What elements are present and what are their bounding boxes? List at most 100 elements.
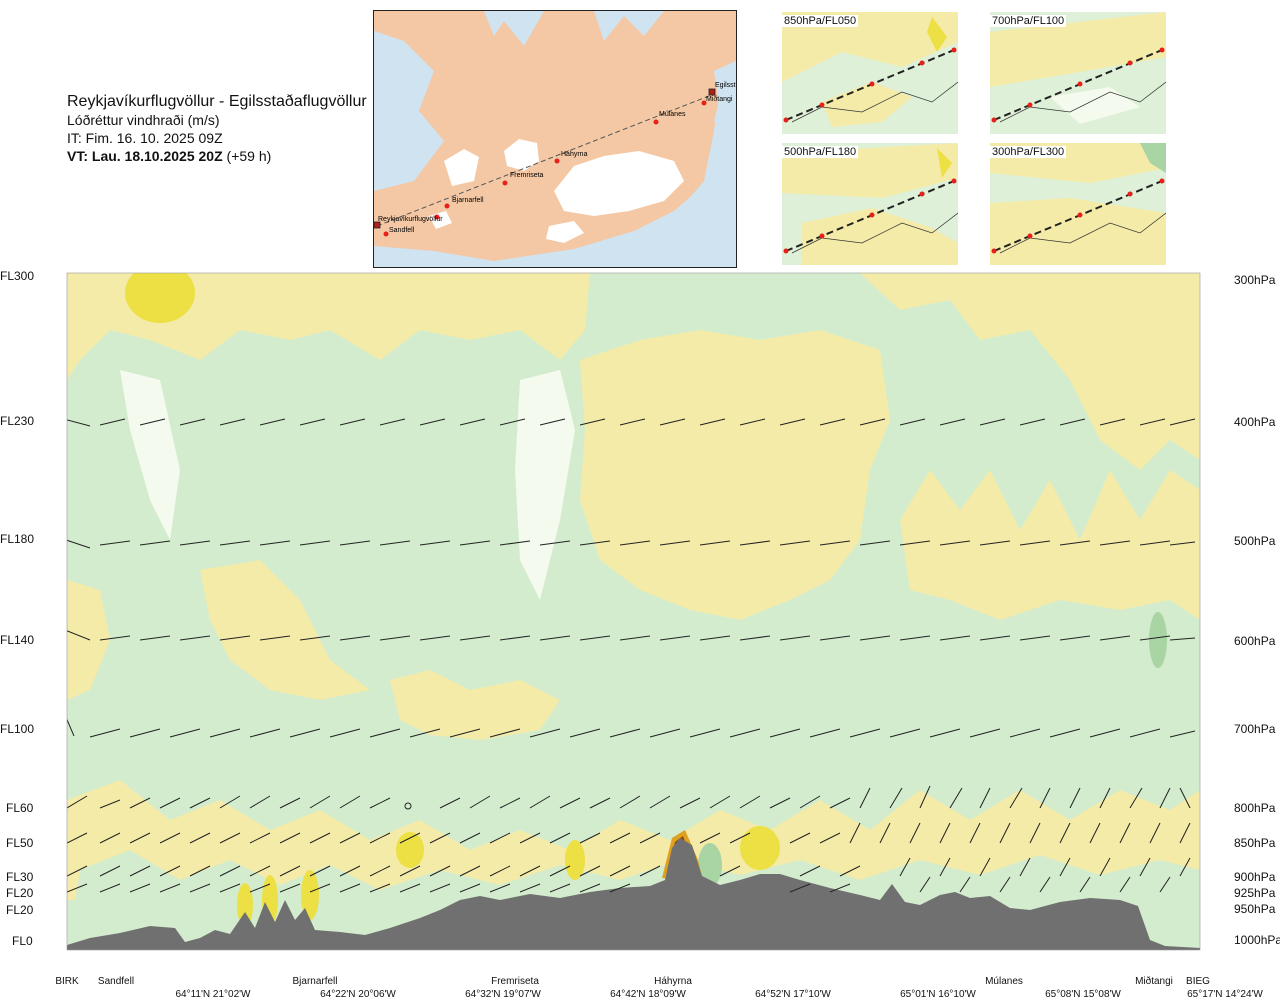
pressure-label-right: 300hPa — [1234, 273, 1276, 287]
map-waypoint-marker — [554, 158, 560, 164]
map-glacier-myrdalsjokull — [546, 221, 584, 243]
mini-map-850: 850hPa/FL050 — [782, 12, 958, 134]
map-label-reykjavik: Reykjavíkurflugvöllur — [378, 216, 443, 223]
pressure-label-right: 925hPa — [1234, 886, 1276, 900]
waypoint-label: BIRK — [55, 976, 79, 987]
coordinate-label: 65°01'N 16°10'W — [900, 989, 976, 1000]
pressure-label-right: 700hPa — [1234, 722, 1276, 736]
map-waypoint-marker — [444, 203, 450, 209]
map-label-midtangi: Miðtangi — [706, 95, 733, 103]
field-region — [67, 580, 110, 700]
field-strong-updraft — [125, 273, 195, 323]
waypoint-label: Háhyrna — [654, 976, 692, 987]
coordinate-label: 64°32'N 19°07'W — [465, 989, 541, 1000]
terrain-profile — [67, 838, 1200, 950]
valid-time: VT: Lau. 18.10.2025 20Z (+59 h) — [67, 147, 367, 165]
map-glacier-langjokull — [444, 149, 479, 186]
map-waypoint-marker — [701, 100, 707, 106]
mini-map-300-label: 300hPa/FL300 — [990, 146, 1067, 158]
wind-barbs — [60, 262, 1200, 893]
field-strong-updraft — [740, 826, 780, 870]
wind-barb-row — [67, 822, 1191, 844]
field-region — [120, 370, 180, 540]
map-west-bay — [374, 31, 444, 191]
mini-map-500: 500hPa/FL180 — [782, 143, 958, 265]
mini-map-850-label: 850hPa/FL050 — [782, 15, 859, 27]
field-strong-updraft — [565, 840, 585, 880]
field-region — [67, 273, 590, 380]
coordinate-label: 64°22'N 20°06'W — [320, 989, 396, 1000]
pressure-label-right: 900hPa — [1234, 870, 1276, 884]
waypoint-label: Fremriseta — [491, 976, 539, 987]
map-label-egilsstadir: Egilsstaðir — [715, 81, 736, 89]
mini-map-500-graphic — [782, 143, 958, 265]
valid-time-main: VT: Lau. 18.10.2025 20Z — [67, 148, 223, 164]
variable-label: Lóðréttur vindhraði (m/s) — [67, 112, 220, 128]
map-waypoint-marker — [383, 231, 389, 237]
map-endpoint-square — [708, 88, 716, 96]
level-label-left: FL0 — [12, 934, 33, 948]
waypoint-label: Múlanes — [985, 976, 1023, 987]
mini-map-850-graphic — [782, 12, 958, 134]
field-region — [900, 470, 1200, 620]
title-block: Reykjavíkurflugvöllur - Egilsstaðaflugvö… — [67, 93, 367, 165]
field-dark-green-patch — [1149, 612, 1167, 668]
field-layer — [60, 262, 1200, 950]
coordinate-label: 64°11'N 21°02'W — [175, 989, 251, 1000]
map-south-coast — [374, 161, 736, 267]
field-dark-green-patch — [698, 843, 722, 887]
field-region — [515, 370, 575, 600]
field-strong-updraft — [301, 870, 319, 920]
level-label-left: FL180 — [0, 532, 34, 546]
field-strong-updraft — [237, 883, 253, 927]
level-label-left: FL50 — [6, 836, 34, 850]
wind-barb-row — [67, 718, 1196, 738]
coordinate-labels: 64°11'N 21°02'W 64°22'N 20°06'W 64°32'N … — [175, 989, 1263, 1000]
map-label-hahyrna: Háhyrna — [561, 151, 588, 158]
wind-barb-row — [67, 785, 1191, 809]
coordinate-label: 65°17'N 14°24'W — [1187, 989, 1263, 1000]
map-north-fjord-2 — [594, 11, 664, 41]
level-label-left: FL30 — [6, 870, 34, 884]
coordinate-label: 64°52'N 17°10'W — [755, 989, 831, 1000]
map-label-mulanes: Múlanes — [659, 111, 686, 118]
level-label-left: FL100 — [0, 722, 34, 736]
map-waypoint-marker — [502, 180, 508, 186]
map-glacier-hofsjokull — [504, 139, 539, 171]
pressure-label-right: 500hPa — [1234, 534, 1276, 548]
waypoint-label: BIEG — [1186, 976, 1210, 987]
pressure-label-right: 800hPa — [1234, 801, 1276, 815]
calm-wind-marker — [404, 802, 412, 810]
field-region — [860, 273, 1200, 470]
field-strong-updraft — [396, 832, 424, 868]
valid-time-offset: (+59 h) — [226, 148, 272, 164]
map-label-fremriseta: Fremriseta — [510, 172, 544, 179]
mini-map-700-label: 700hPa/FL100 — [990, 15, 1067, 27]
map-waypoint-marker — [653, 119, 659, 125]
issue-time: IT: Fim. 16. 10. 2025 09Z — [67, 130, 223, 146]
waypoint-labels: BIRK Sandfell Bjarnarfell Fremriseta Háh… — [55, 975, 1210, 987]
coordinate-label: 64°42'N 18°09'W — [610, 989, 686, 1000]
route-map-graphic: Reykjavíkurflugvöllur Sandfell Bjarnarfe… — [374, 11, 736, 267]
mini-map-300-graphic — [990, 143, 1166, 265]
right-pressure-labels: 300hPa 400hPa 500hPa 600hPa 700hPa 800hP… — [1234, 273, 1280, 947]
waypoint-label: Sandfell — [98, 976, 134, 987]
map-route-line — [376, 93, 715, 227]
mini-map-700: 700hPa/FL100 — [990, 12, 1166, 134]
mini-map-300: 300hPa/FL300 — [990, 143, 1166, 265]
field-region — [200, 560, 370, 700]
pressure-label-right: 600hPa — [1234, 634, 1276, 648]
map-endpoint-square — [374, 221, 381, 229]
left-level-labels: FL300 FL230 FL180 FL140 FL100 FL60 FL50 … — [0, 269, 34, 948]
route-title: Reykjavíkurflugvöllur - Egilsstaðaflugvö… — [67, 93, 367, 110]
wind-barb-row — [67, 418, 1196, 427]
pressure-label-right: 950hPa — [1234, 902, 1276, 916]
level-label-left: FL20 — [6, 886, 34, 900]
map-glacier-small — [429, 211, 452, 229]
pressure-label-right: 850hPa — [1234, 836, 1276, 850]
map-glacier-vatnajokull — [554, 151, 684, 216]
wind-barb-row — [60, 262, 1200, 268]
pressure-label-right: 1000hPa — [1234, 933, 1280, 947]
map-east-fjords — [714, 61, 736, 161]
